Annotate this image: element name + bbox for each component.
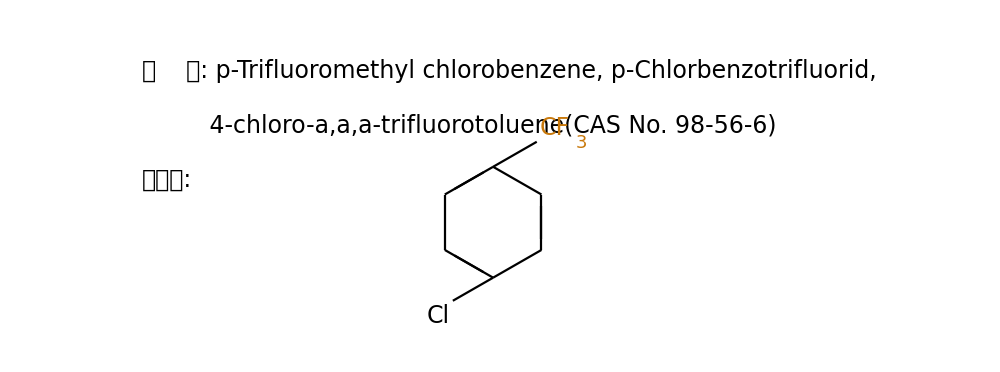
- Text: 이    명: p-Trifluoromethyl chlorobenzene, p-Chlorbenzotrifluorid,: 이 명: p-Trifluoromethyl chlorobenzene, p-…: [142, 59, 877, 83]
- Text: 3: 3: [576, 134, 587, 152]
- Text: CF: CF: [540, 116, 570, 140]
- Text: Cl: Cl: [427, 304, 450, 328]
- Text: 구조식:: 구조식:: [142, 168, 192, 192]
- Text: 4-chloro-a,a,a-trifluorotoluene(CAS No. 98-56-6): 4-chloro-a,a,a-trifluorotoluene(CAS No. …: [142, 113, 777, 137]
